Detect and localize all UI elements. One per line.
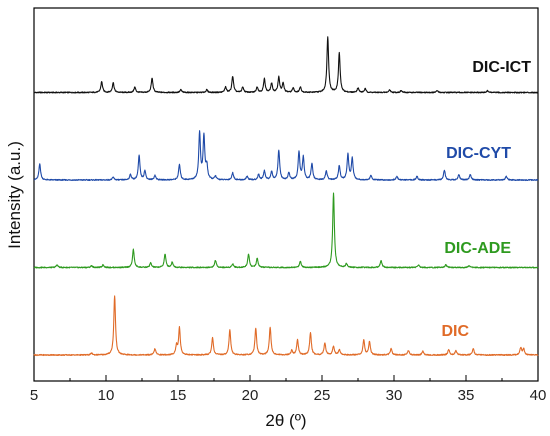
series-label-dic-cyt: DIC-CYT bbox=[446, 145, 511, 162]
series-label-dic: DIC bbox=[441, 323, 469, 340]
x-tick-label: 20 bbox=[242, 387, 259, 404]
series-line-dic bbox=[33, 295, 539, 357]
x-tick-label: 35 bbox=[458, 387, 475, 404]
series-labels: DIC-ICT DIC-CYT DIC-ADE DIC bbox=[441, 59, 531, 340]
y-axis-title: Intensity (a.u.) bbox=[5, 141, 24, 249]
series-line-dic-cyt bbox=[33, 130, 539, 182]
series-traces bbox=[33, 36, 539, 357]
x-tick-label: 10 bbox=[98, 387, 115, 404]
series-label-dic-ict: DIC-ICT bbox=[472, 59, 531, 76]
series-label-dic-ade: DIC-ADE bbox=[444, 240, 511, 257]
x-axis-ticks: 5 10 15 20 25 30 35 40 bbox=[30, 375, 547, 404]
x-tick-label: 40 bbox=[530, 387, 547, 404]
x-tick-label: 5 bbox=[30, 387, 38, 404]
x-tick-label: 25 bbox=[314, 387, 331, 404]
x-tick-label: 15 bbox=[170, 387, 187, 404]
x-tick-label: 30 bbox=[386, 387, 403, 404]
series-line-dic-ict bbox=[33, 36, 539, 94]
x-axis-title: 2θ (º) bbox=[265, 411, 306, 430]
series-line-dic-ade bbox=[33, 192, 539, 269]
